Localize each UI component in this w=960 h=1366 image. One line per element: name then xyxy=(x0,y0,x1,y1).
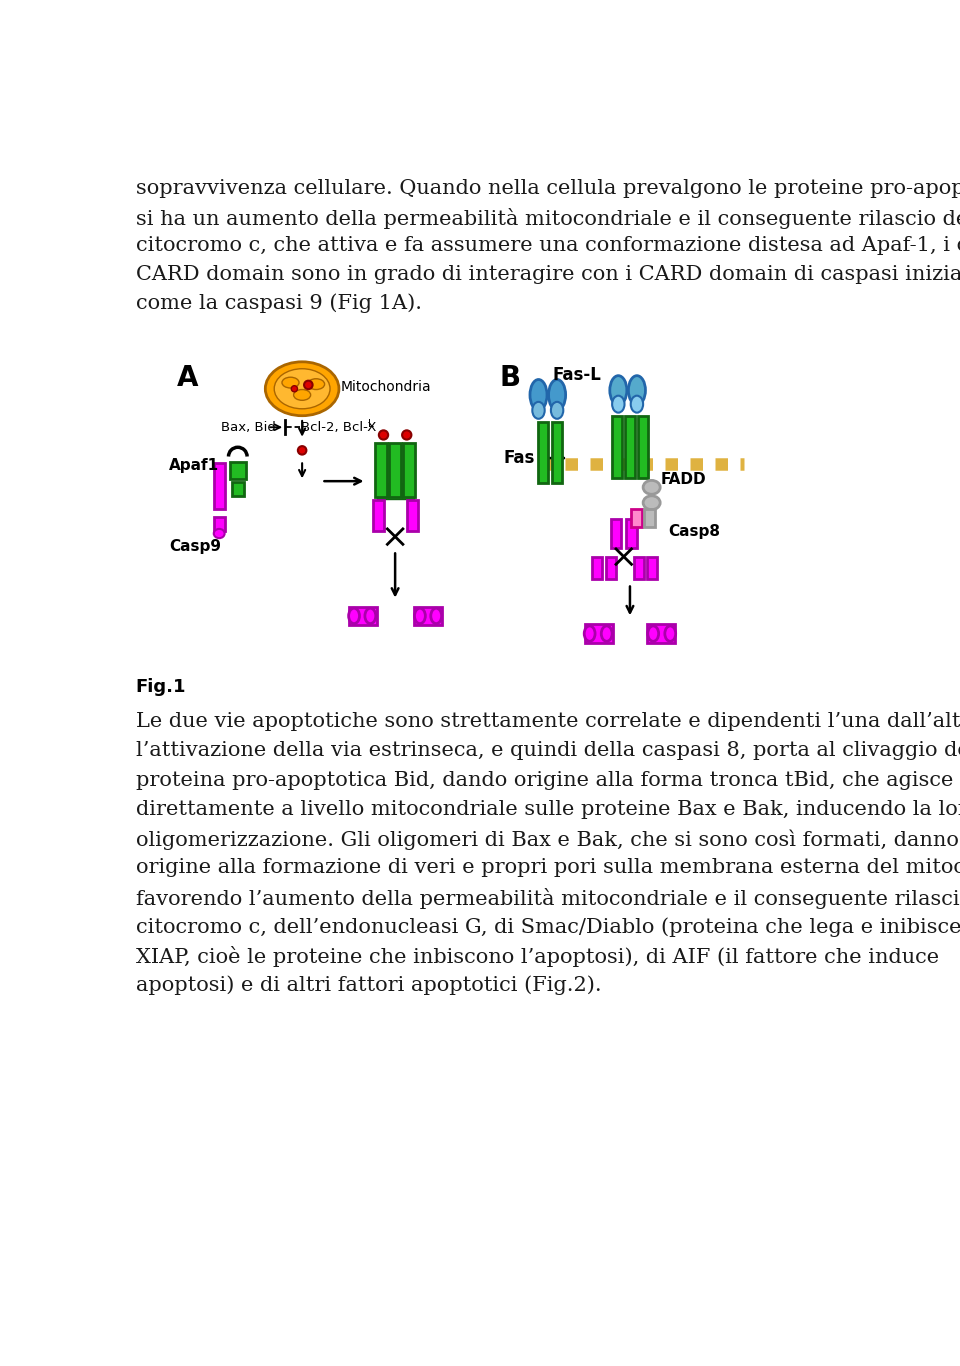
Ellipse shape xyxy=(379,430,388,440)
Text: Apaf1: Apaf1 xyxy=(169,458,219,473)
Text: citocromo c, che attiva e fa assumere una conformazione distesa ad Apaf-1, i cui: citocromo c, che attiva e fa assumere un… xyxy=(135,236,960,255)
Text: Bax, Bid: Bax, Bid xyxy=(221,421,276,434)
Bar xyxy=(552,422,563,484)
Ellipse shape xyxy=(643,481,660,494)
Bar xyxy=(612,417,622,478)
Ellipse shape xyxy=(365,608,375,624)
Bar xyxy=(348,607,376,626)
Text: L: L xyxy=(368,419,373,429)
Ellipse shape xyxy=(548,380,565,410)
Ellipse shape xyxy=(298,447,306,455)
Ellipse shape xyxy=(294,389,311,400)
Text: Fas-L: Fas-L xyxy=(552,366,601,384)
Text: come la caspasi 9 (Fig 1A).: come la caspasi 9 (Fig 1A). xyxy=(135,294,421,313)
Text: Casp8: Casp8 xyxy=(669,525,721,540)
Ellipse shape xyxy=(532,402,544,419)
Text: citocromo c, dell’endonucleasi G, di Smac/Diablo (proteina che lega e inibisce l: citocromo c, dell’endonucleasi G, di Sma… xyxy=(135,917,960,937)
Text: XIAP, cioè le proteine che inbiscono l’apoptosi), di AIF (il fattore che induce: XIAP, cioè le proteine che inbiscono l’a… xyxy=(135,947,939,967)
Bar xyxy=(626,519,636,548)
Ellipse shape xyxy=(665,626,676,641)
Bar xyxy=(231,482,244,496)
Bar xyxy=(380,484,410,492)
Ellipse shape xyxy=(612,396,625,413)
Ellipse shape xyxy=(643,496,660,510)
Bar xyxy=(647,557,657,579)
Ellipse shape xyxy=(601,626,612,641)
Ellipse shape xyxy=(648,626,659,641)
Text: sopravvivenza cellulare. Quando nella cellula prevalgono le proteine pro-apoptot: sopravvivenza cellulare. Quando nella ce… xyxy=(135,179,960,198)
Ellipse shape xyxy=(304,381,313,389)
Ellipse shape xyxy=(551,402,564,419)
Ellipse shape xyxy=(631,396,643,413)
Ellipse shape xyxy=(214,529,225,538)
Ellipse shape xyxy=(610,376,627,404)
Text: B: B xyxy=(500,365,521,392)
Ellipse shape xyxy=(307,378,324,389)
Bar xyxy=(585,624,612,643)
Ellipse shape xyxy=(415,608,425,624)
Ellipse shape xyxy=(402,430,412,440)
Bar xyxy=(606,557,615,579)
Bar xyxy=(611,519,621,548)
Bar xyxy=(625,417,635,478)
Text: direttamente a livello mitocondriale sulle proteine Bax e Bak, inducendo la loro: direttamente a livello mitocondriale sul… xyxy=(135,800,960,820)
Text: Fas: Fas xyxy=(504,449,535,467)
Text: favorendo l’aumento della permeabilità mitocondriale e il conseguente rilascio d: favorendo l’aumento della permeabilità m… xyxy=(135,888,960,908)
Bar xyxy=(372,500,383,531)
Bar xyxy=(635,557,644,579)
Bar xyxy=(638,417,648,478)
Bar xyxy=(375,443,387,497)
Ellipse shape xyxy=(282,377,299,388)
Bar xyxy=(214,518,225,531)
Bar xyxy=(631,510,641,527)
Bar xyxy=(414,607,442,626)
Text: apoptosi) e di altri fattori apoptotici (Fig.2).: apoptosi) e di altri fattori apoptotici … xyxy=(135,975,601,996)
Text: FADD: FADD xyxy=(660,473,707,488)
Text: origine alla formazione di veri e propri pori sulla membrana esterna del mitocon: origine alla formazione di veri e propri… xyxy=(135,858,960,877)
Bar xyxy=(376,492,414,499)
Bar xyxy=(403,443,415,497)
Text: Bcl-2, Bcl-X: Bcl-2, Bcl-X xyxy=(300,421,376,434)
Bar xyxy=(390,443,401,497)
Ellipse shape xyxy=(291,385,298,392)
Ellipse shape xyxy=(585,626,595,641)
Text: Fig.1: Fig.1 xyxy=(135,679,186,697)
Text: Le due vie apoptotiche sono strettamente correlate e dipendenti l’una dall’altra: Le due vie apoptotiche sono strettamente… xyxy=(135,712,960,731)
Text: l’attivazione della via estrinseca, e quindi della caspasi 8, porta al clivaggio: l’attivazione della via estrinseca, e qu… xyxy=(135,742,960,761)
Bar xyxy=(407,500,418,531)
Ellipse shape xyxy=(629,376,645,404)
Text: Mitochondria: Mitochondria xyxy=(341,380,431,395)
Text: CARD domain sono in grado di interagire con i CARD domain di caspasi iniziatrici: CARD domain sono in grado di interagire … xyxy=(135,265,960,284)
Bar xyxy=(647,624,675,643)
Ellipse shape xyxy=(265,362,339,415)
Bar xyxy=(592,557,603,579)
Bar xyxy=(539,422,548,484)
Bar xyxy=(644,510,655,527)
Text: proteina pro-apoptotica Bid, dando origine alla forma tronca tBid, che agisce: proteina pro-apoptotica Bid, dando origi… xyxy=(135,770,953,790)
Bar xyxy=(230,462,246,479)
Bar xyxy=(214,463,225,510)
Ellipse shape xyxy=(530,380,547,410)
Ellipse shape xyxy=(348,608,359,624)
Text: Casp9: Casp9 xyxy=(169,540,221,555)
Text: A: A xyxy=(177,365,198,392)
Ellipse shape xyxy=(275,369,330,408)
Ellipse shape xyxy=(431,608,442,624)
Text: oligomerizzazione. Gli oligomeri di Bax e Bak, che si sono così formati, danno: oligomerizzazione. Gli oligomeri di Bax … xyxy=(135,829,958,850)
Text: si ha un aumento della permeabilità mitocondriale e il conseguente rilascio del: si ha un aumento della permeabilità mito… xyxy=(135,208,960,229)
